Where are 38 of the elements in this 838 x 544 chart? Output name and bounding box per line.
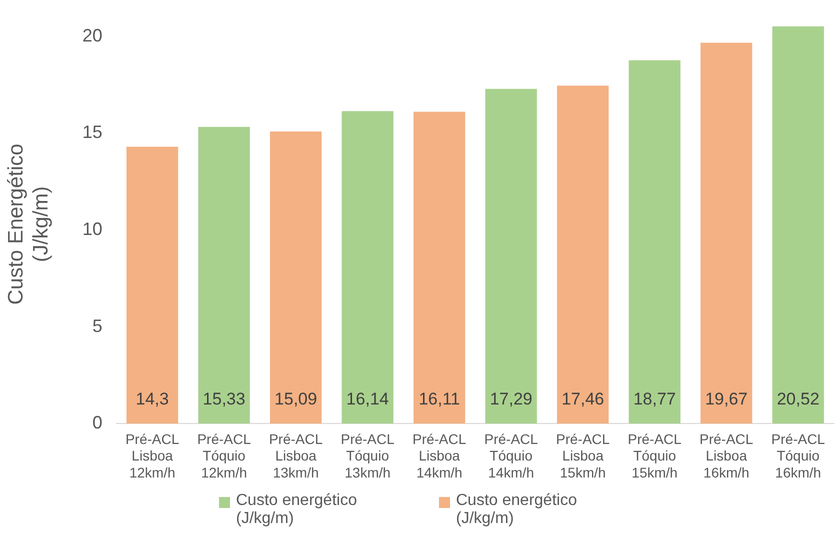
bar — [485, 88, 537, 424]
y-axis-title: Custo Energético (J/kg/m) — [4, 144, 53, 305]
y-tick-label: 20 — [82, 25, 102, 46]
bar — [342, 111, 394, 424]
x-tick-label: Pré-ACL Tóquio 15km/h — [628, 430, 682, 480]
data-label: 15,33 — [202, 389, 246, 408]
bar — [772, 26, 824, 424]
data-label: 19,67 — [705, 389, 748, 408]
x-tick-label: Pré-ACL Tóquio 12km/h — [197, 430, 252, 480]
legend-label: Custo energético (J/kg/m) — [236, 492, 358, 528]
bar — [126, 146, 178, 424]
data-label: 15,09 — [274, 389, 318, 408]
data-label: 17,29 — [490, 389, 532, 408]
data-label: 17,46 — [562, 389, 604, 408]
bar — [270, 131, 322, 424]
bar — [198, 126, 250, 424]
legend-label: Custo energético (J/kg/m) — [456, 492, 578, 528]
x-tick-label: Pré-ACL Lisboa 13km/h — [268, 430, 323, 480]
x-tick-label: Pré-ACL Lisboa 14km/h — [412, 430, 466, 480]
x-tick-label: Pré-ACL Tóquio 13km/h — [340, 430, 395, 480]
x-tick-label: Pré-ACL Lisboa 15km/h — [556, 430, 610, 480]
x-tick-label: Pré-ACL Lisboa 12km/h — [125, 430, 180, 480]
x-tick-label: Pré-ACL Tóquio 16km/h — [771, 430, 826, 480]
data-label: 18,77 — [633, 389, 676, 408]
y-tick-label: 10 — [82, 218, 102, 239]
y-tick-label: 0 — [92, 412, 102, 433]
bar — [557, 86, 609, 424]
bar — [628, 60, 680, 424]
x-tick-label: Pré-ACL Lisboa 16km/h — [700, 430, 754, 480]
bar — [414, 112, 466, 424]
y-tick-label: 15 — [82, 122, 102, 142]
data-label: 16,14 — [346, 389, 389, 408]
bar — [700, 42, 752, 424]
x-tick-label: Pré-ACL Tóquio 14km/h — [484, 430, 538, 480]
data-label: 20,52 — [776, 389, 820, 408]
y-tick-label: 5 — [92, 316, 102, 336]
data-label: 16,11 — [418, 389, 460, 408]
data-label: 14,3 — [136, 389, 169, 408]
